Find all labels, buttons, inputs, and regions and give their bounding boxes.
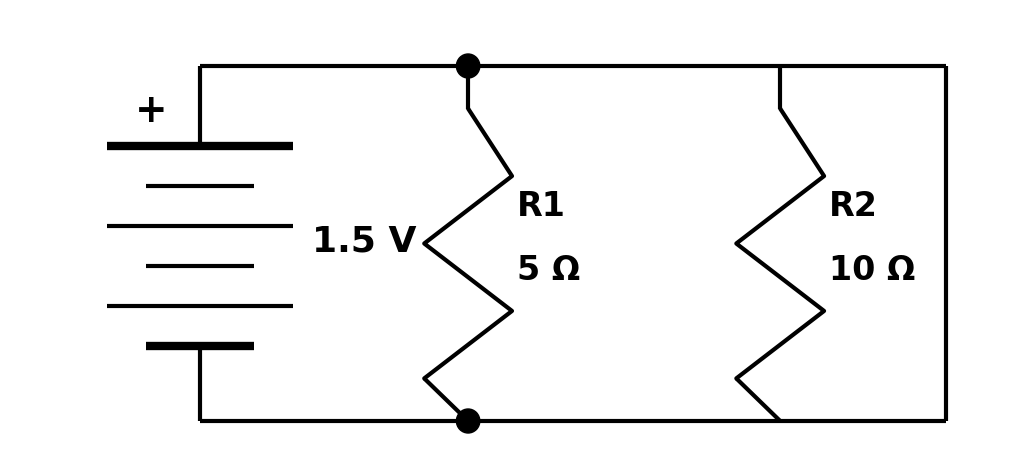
Text: 5 Ω: 5 Ω: [517, 255, 580, 288]
Text: +: +: [135, 92, 168, 130]
Text: R2: R2: [829, 189, 878, 222]
Text: 1.5 V: 1.5 V: [312, 224, 417, 258]
Text: R1: R1: [517, 189, 565, 222]
Text: 10 Ω: 10 Ω: [829, 255, 915, 288]
Circle shape: [457, 409, 480, 433]
Circle shape: [457, 54, 480, 78]
